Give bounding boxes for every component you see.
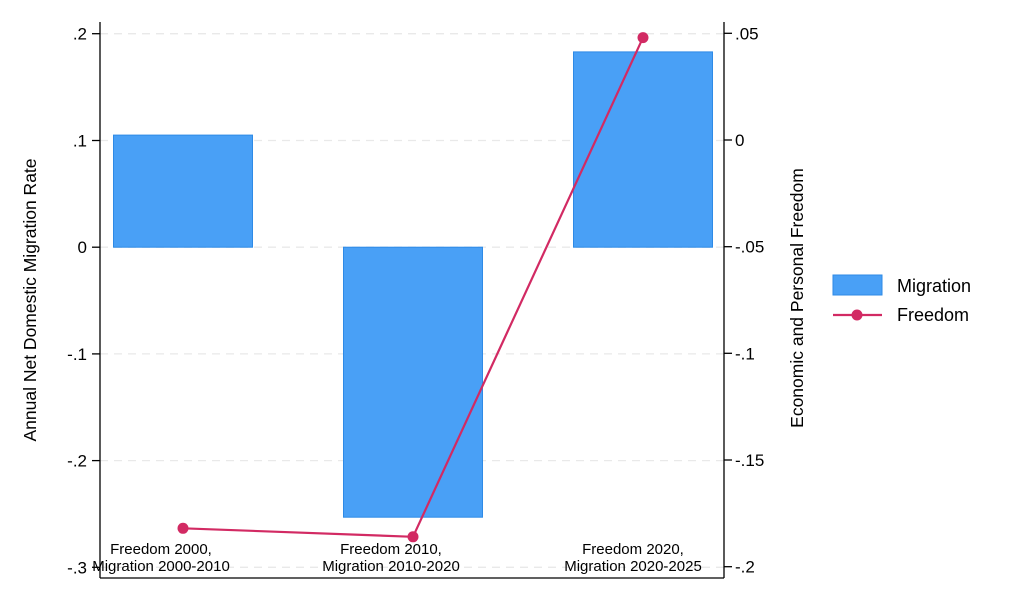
left-tick-label: .2	[73, 25, 87, 44]
x-label-0-line2: Migration 2000-2010	[92, 558, 230, 575]
legend-freedom-marker-icon	[851, 309, 863, 321]
x-label-0-line1: Freedom 2000,	[110, 541, 212, 558]
freedom-line-series	[177, 32, 649, 543]
left-tick-label: -.3	[67, 558, 87, 577]
bar-migration-0	[113, 134, 253, 248]
right-tick-label: -.2	[735, 558, 755, 577]
legend-freedom-label: Freedom	[897, 305, 969, 325]
freedom-marker-2	[637, 32, 649, 44]
x-axis-labels: Freedom 2000,Migration 2000-2010 Freedom …	[92, 541, 702, 575]
x-label-2-line2: Migration 2020-2025	[564, 558, 702, 575]
right-tick-label: -.05	[735, 238, 764, 257]
right-tick-label: -.1	[735, 344, 755, 363]
x-label-1-line2: Migration 2010-2020	[322, 558, 460, 575]
right-axis-ticks: .05 0 -.05 -.1 -.15 -.2	[724, 24, 764, 577]
freedom-marker-1	[407, 531, 419, 543]
right-tick-label: .05	[735, 24, 759, 43]
right-tick-label: 0	[735, 131, 744, 150]
bar-migration-2	[573, 51, 713, 248]
freedom-marker-0	[177, 522, 189, 534]
bar-migration-1	[343, 246, 483, 518]
axes	[99, 22, 725, 579]
migration-bar-series	[113, 51, 713, 518]
legend-migration-label: Migration	[897, 276, 971, 296]
x-label-1-line1: Freedom 2010,	[340, 541, 442, 558]
x-label-2-line1: Freedom 2020,	[582, 541, 684, 558]
legend: Migration Freedom	[832, 274, 971, 325]
right-tick-label: -.15	[735, 451, 764, 470]
legend-migration-swatch	[832, 274, 883, 296]
left-axis-ticks: .2 .1 0 -.1 -.2 -.3	[67, 25, 100, 577]
right-axis-title: Economic and Personal Freedom	[787, 168, 807, 428]
left-tick-label: 0	[78, 238, 87, 257]
left-tick-label: .1	[73, 132, 87, 151]
left-tick-label: -.2	[67, 452, 87, 471]
left-axis-title: Annual Net Domestic Migration Rate	[20, 158, 40, 441]
left-tick-label: -.1	[67, 345, 87, 364]
